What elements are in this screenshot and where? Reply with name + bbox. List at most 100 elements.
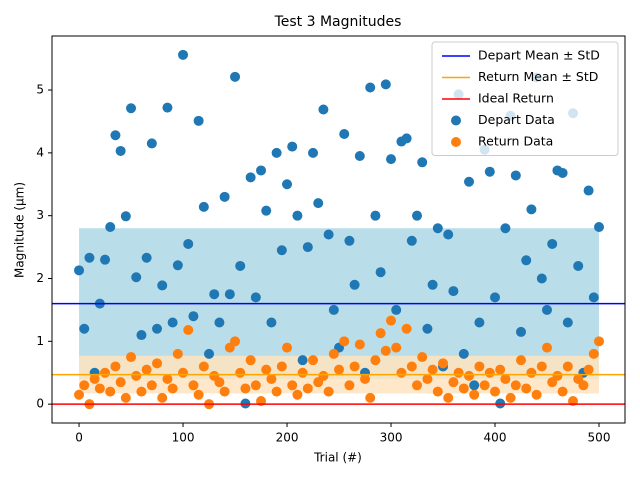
y-axis-label: Magnitude (μm) <box>13 182 27 278</box>
data-point <box>588 348 599 359</box>
data-point <box>209 289 220 300</box>
data-point <box>401 133 412 144</box>
data-point <box>406 361 417 372</box>
data-point <box>266 374 277 385</box>
data-point <box>100 367 111 378</box>
data-point <box>370 355 381 366</box>
legend-marker <box>451 115 461 126</box>
data-point <box>573 260 584 271</box>
data-point <box>94 383 105 394</box>
data-point <box>256 165 267 176</box>
data-point <box>458 348 469 359</box>
data-point <box>79 323 90 334</box>
data-point <box>172 348 183 359</box>
data-point <box>396 367 407 378</box>
data-point <box>505 392 516 403</box>
data-point <box>178 49 189 60</box>
data-point <box>490 386 501 397</box>
legend-label: Depart Mean ± StD <box>478 48 600 63</box>
legend-label: Ideal Return <box>478 91 554 106</box>
legend-label: Return Data <box>478 134 553 149</box>
data-point <box>474 361 485 372</box>
data-point <box>375 267 386 278</box>
data-point <box>500 223 511 234</box>
legend-marker <box>451 137 461 147</box>
data-point <box>79 380 90 391</box>
data-point <box>261 205 272 216</box>
data-point <box>146 380 157 391</box>
data-point <box>334 364 345 375</box>
data-point <box>302 383 313 394</box>
data-point <box>583 185 594 196</box>
data-point <box>146 138 157 149</box>
data-point <box>230 71 241 82</box>
data-point <box>526 367 537 378</box>
data-point <box>74 265 85 276</box>
data-point <box>594 221 605 232</box>
data-point <box>427 279 438 290</box>
data-point <box>432 386 443 397</box>
data-point <box>521 255 532 266</box>
data-point <box>588 292 599 303</box>
data-point <box>235 367 246 378</box>
x-tick-label: 100 <box>172 431 195 445</box>
y-tick-label: 0 <box>36 397 44 411</box>
data-point <box>282 179 293 190</box>
data-point <box>266 317 277 328</box>
y-tick-label: 5 <box>36 83 44 97</box>
data-point <box>219 386 230 397</box>
data-point <box>557 386 568 397</box>
data-point <box>531 389 542 400</box>
x-axis-label: Trial (#) <box>313 451 362 465</box>
data-point <box>282 342 293 353</box>
data-point <box>136 386 147 397</box>
data-point <box>417 157 428 168</box>
y-tick-label: 4 <box>36 145 44 159</box>
data-point <box>318 104 329 115</box>
data-point <box>547 238 558 249</box>
data-point <box>323 386 334 397</box>
y-tick-label: 3 <box>36 208 44 222</box>
data-point <box>292 389 303 400</box>
data-point <box>224 289 235 300</box>
data-point <box>110 361 121 372</box>
data-point <box>552 370 563 381</box>
data-point <box>484 367 495 378</box>
data-point <box>172 260 183 271</box>
data-point <box>438 358 449 369</box>
data-point <box>562 361 573 372</box>
data-point <box>328 348 339 359</box>
data-point <box>162 374 173 385</box>
data-point <box>464 370 475 381</box>
data-point <box>370 210 381 221</box>
data-point <box>162 102 173 113</box>
data-point <box>344 235 355 246</box>
data-point <box>349 279 360 290</box>
data-point <box>516 326 527 337</box>
data-point <box>126 103 137 114</box>
data-point <box>198 361 209 372</box>
data-point <box>302 242 313 253</box>
data-point <box>422 374 433 385</box>
data-point <box>271 147 282 158</box>
legend: Depart Mean ± StD Return Mean ± StD Ideal … <box>431 41 619 156</box>
data-point <box>308 147 319 158</box>
data-point <box>448 377 459 388</box>
data-point <box>167 317 178 328</box>
x-tick-label: 0 <box>75 431 83 445</box>
x-tick-label: 200 <box>276 431 299 445</box>
data-point <box>204 348 215 359</box>
data-point <box>448 286 459 297</box>
data-point <box>391 304 402 315</box>
data-point <box>490 292 501 303</box>
data-point <box>375 328 386 339</box>
data-point <box>594 336 605 347</box>
data-point <box>474 317 485 328</box>
data-point <box>188 311 199 322</box>
data-point <box>443 229 454 240</box>
axes-frame <box>51 35 626 424</box>
data-point <box>516 355 527 366</box>
data-point <box>84 252 95 263</box>
data-point <box>105 221 116 232</box>
data-point <box>245 355 256 366</box>
